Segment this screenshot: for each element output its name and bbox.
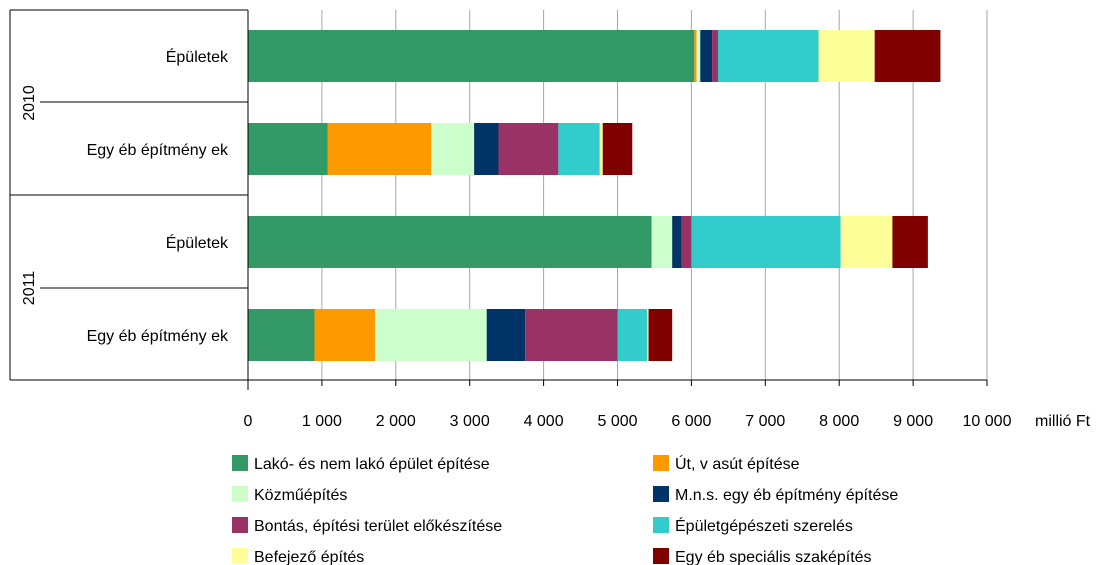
bar-segment-bontas-epitesi-terulet-elokeszitese (525, 309, 618, 361)
legend-label: Egy éb speciális szaképítés (675, 549, 872, 565)
bar-segment-kozmuepites (651, 216, 673, 268)
x-tick-label: 1 000 (302, 413, 342, 430)
legend-item-egy-eb-specialis-szakepites: Egy éb speciális szaképítés (653, 548, 872, 565)
legend-label: Lakó- és nem lakó épület építése (254, 456, 490, 473)
legend-item-kozmuepites: Közműépítés (232, 486, 347, 504)
legend-swatch (232, 548, 248, 564)
x-tick-label: 8 000 (819, 413, 859, 430)
bar-segment-m-n-s-egy-eb-epitmeny-epitese (672, 216, 682, 268)
x-tick-label: 7 000 (745, 413, 785, 430)
legend-swatch (653, 548, 669, 564)
category-label: Épületek (166, 47, 229, 66)
x-tick-label: 3 000 (450, 413, 490, 430)
legend-swatch (232, 486, 248, 502)
legend: Lakó- és nem lakó épület építése Út, v as… (232, 454, 898, 565)
bar-segment-ut-v-asut-epitese (694, 30, 697, 82)
legend-swatch (232, 455, 248, 471)
legend-item-ut-v-asut-epitese: Út, v asút építése (653, 454, 800, 473)
unit-label: millió Ft (1035, 413, 1091, 430)
x-tick-label: 4 000 (524, 413, 564, 430)
legend-label: M.n.s. egy éb építmény építése (675, 487, 898, 504)
bar-segment-lako-es-nem-lako-epulet-epitese (248, 216, 652, 268)
bar-segment-egy-eb-specialis-szakepites (648, 309, 673, 361)
legend-item-lako-es-nem-lako-epulet-epitese: Lakó- és nem lakó épület építése (232, 455, 490, 473)
category-labels: Épületek Egy éb építmény ek 2010 Épületek Eg… (21, 47, 229, 345)
axes (9, 9, 988, 390)
bar-segment-epuletgepeszeti-szereles (691, 216, 841, 268)
legend-item-bontas-epitesi-terulet-elokeszitese: Bontás, építési terület előkészítése (232, 517, 502, 535)
bar-segment-kozmuepites (375, 309, 487, 361)
legend-swatch (653, 455, 669, 471)
bar-segment-befejezo-epites (840, 216, 893, 268)
legend-swatch (232, 517, 248, 533)
legend-label: Közműépítés (254, 487, 347, 504)
bar-segment-befejezo-epites (599, 123, 603, 175)
bar-segment-epuletgepeszeti-szereles (617, 309, 648, 361)
legend-label: Épületgépészeti szerelés (675, 516, 853, 535)
x-tick-labels: 0 1 000 2 000 3 000 4 000 5 000 6 000 7 000 8 00… (244, 413, 1012, 430)
bar-segment-bontas-epitesi-terulet-elokeszitese (681, 216, 692, 268)
category-label: Egy éb építmény ek (87, 142, 229, 159)
x-tick-label: 0 (244, 413, 253, 430)
category-label: Egy éb építmény ek (87, 328, 229, 345)
category-label: Épületek (166, 233, 229, 252)
bar-segment-bontas-epitesi-terulet-elokeszitese (498, 123, 559, 175)
bar-segment-bontas-epitesi-terulet-elokeszitese (712, 30, 719, 82)
x-tick-label: 2 000 (376, 413, 416, 430)
legend-swatch (653, 517, 669, 533)
group-label-2011: 2011 (21, 271, 38, 306)
bar-segment-ut-v-asut-epitese (314, 309, 376, 361)
x-tick-label: 9 000 (893, 413, 933, 430)
bar-segment-epuletgepeszeti-szereles (718, 30, 819, 82)
group-label-2010: 2010 (21, 85, 38, 121)
bar-segment-egy-eb-specialis-szakepites (602, 123, 633, 175)
bars (248, 30, 941, 361)
legend-label: Bontás, építési terület előkészítése (254, 518, 502, 535)
bar-segment-lako-es-nem-lako-epulet-epitese (248, 309, 315, 361)
bar-segment-epuletgepeszeti-szereles (558, 123, 600, 175)
bar-segment-egy-eb-specialis-szakepites (892, 216, 928, 268)
legend-label: Út, v asút építése (675, 454, 800, 473)
legend-swatch (653, 486, 669, 502)
bar-segment-m-n-s-egy-eb-epitmeny-epitese (474, 123, 499, 175)
legend-item-epuletgepeszeti-szereles: Épületgépészeti szerelés (653, 516, 853, 535)
legend-label: Befejező építés (254, 549, 364, 565)
legend-item-m-n-s-egy-eb-epitmeny-epitese: M.n.s. egy éb építmény építése (653, 486, 898, 504)
bar-segment-m-n-s-egy-eb-epitmeny-epitese (700, 30, 713, 82)
x-tick-label: 6 000 (671, 413, 711, 430)
bar-segment-kozmuepites (431, 123, 475, 175)
bar-segment-egy-eb-specialis-szakepites (874, 30, 941, 82)
bar-segment-ut-v-asut-epitese (327, 123, 432, 175)
x-tick-label: 10 000 (963, 413, 1012, 430)
bar-segment-befejezo-epites (647, 309, 649, 361)
bar-segment-kozmuepites (696, 30, 701, 82)
legend-item-befejezo-epites: Befejező építés (232, 548, 364, 565)
bar-segment-lako-es-nem-lako-epulet-epitese (248, 123, 328, 175)
x-tick-label: 5 000 (597, 413, 637, 430)
bar-segment-befejezo-epites (818, 30, 875, 82)
bar-segment-lako-es-nem-lako-epulet-epitese (248, 30, 695, 82)
bar-segment-m-n-s-egy-eb-epitmeny-epitese (486, 309, 526, 361)
